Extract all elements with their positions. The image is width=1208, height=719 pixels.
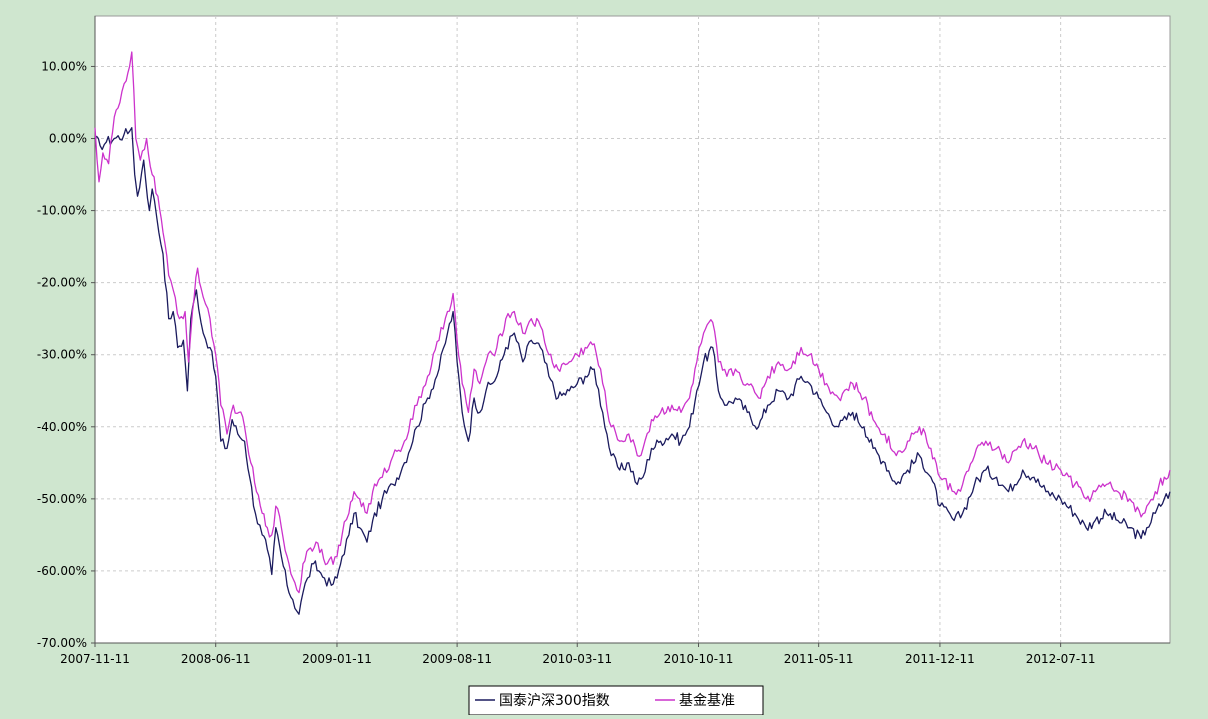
y-tick-label: -40.00% [37,420,87,434]
legend-box [468,685,764,716]
y-tick-label: -50.00% [37,492,87,506]
x-tick-label: 2009-08-11 [422,652,492,666]
series-line-2 [94,51,1171,594]
axes [94,16,1170,644]
y-tick-label: 0.00% [49,132,87,146]
legend: 国泰沪深300指数 基金基准 [468,685,764,716]
y-tick-label: -60.00% [37,564,87,578]
grid [95,16,1170,644]
x-tick-label: 2009-01-11 [302,652,372,666]
y-ticks: 10.00% 0.00% -10.00% -20.00% -30.00% -40.00% -… [37,59,95,650]
y-tick-label: 10.00% [41,59,87,73]
x-tick-label: 2010-03-11 [542,652,612,666]
x-tick-label: 2012-07-11 [1026,652,1096,666]
x-ticks: 2007-11-11 2008-06-11 2009-01-11 2009-08-11… [60,643,1096,666]
x-tick-label: 2011-12-11 [905,652,975,666]
x-tick-label: 2008-06-11 [181,652,251,666]
plot-background [94,15,1171,644]
y-tick-label: -10.00% [37,204,87,218]
y-tick-label: -30.00% [37,348,87,362]
legend-label-series-1: 国泰沪深300指数 [499,693,610,709]
series-line-1 [94,127,1171,615]
x-tick-label: 2011-05-11 [784,652,854,666]
x-tick-label: 2007-11-11 [60,652,130,666]
series [94,51,1171,615]
legend-label-series-2: 基金基准 [679,692,735,709]
x-tick-label: 2010-10-11 [664,652,734,666]
y-tick-label: -70.00% [37,636,87,650]
y-tick-label: -20.00% [37,276,87,290]
